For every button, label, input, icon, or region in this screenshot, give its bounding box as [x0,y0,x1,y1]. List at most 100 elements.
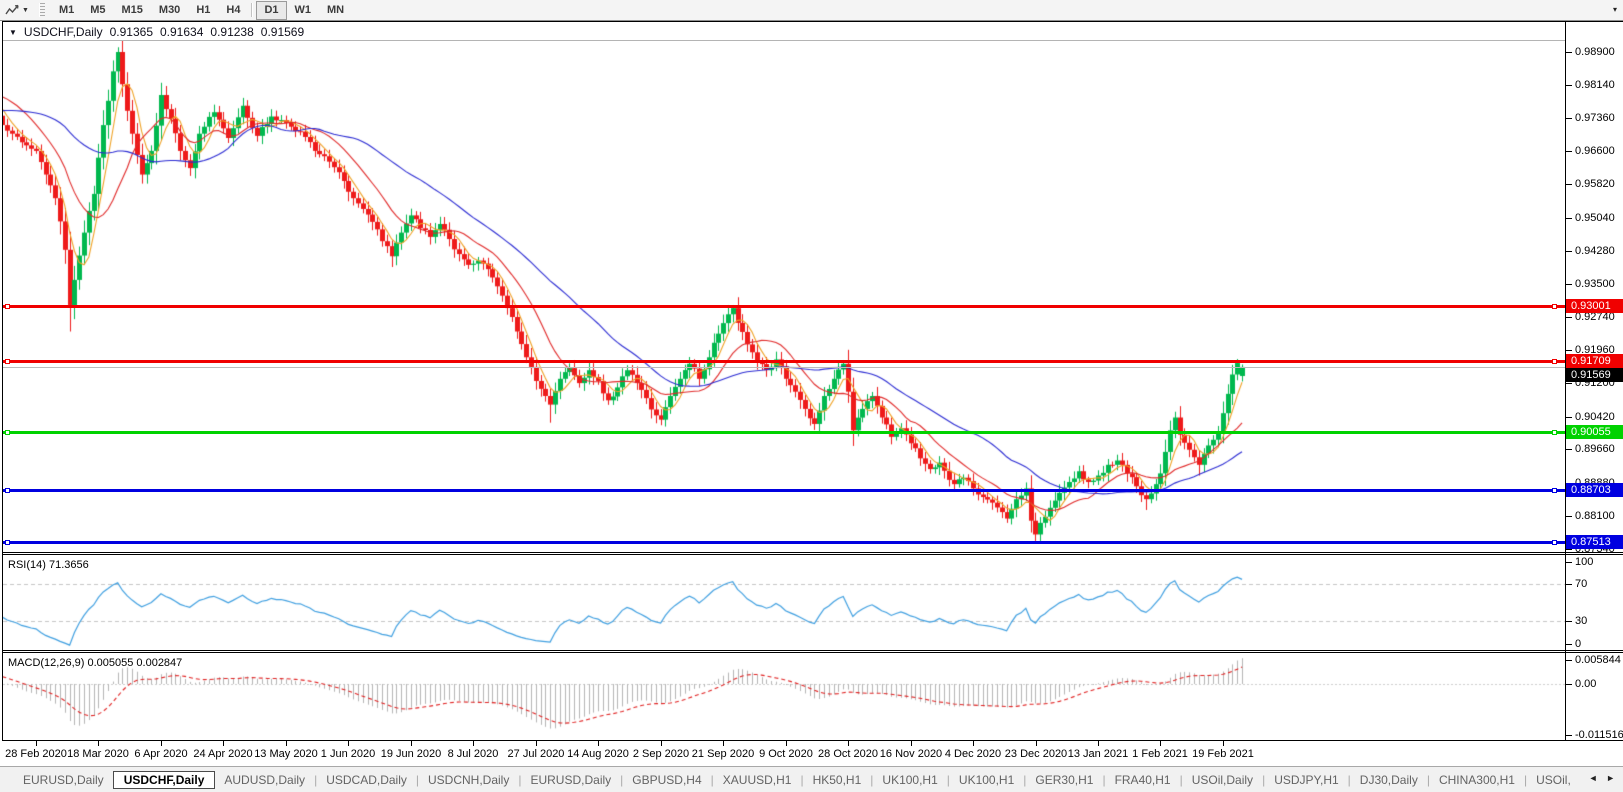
axis-tick [1566,516,1572,517]
title-high: 0.91634 [160,25,204,39]
chart-tab-bar: EURUSD,Daily USDCHF,Daily AUDUSD,Daily | USD… [0,766,1623,792]
date-tick [36,741,37,746]
title-symbol: USDCHF,Daily [23,25,103,39]
tab-separator: | [620,772,624,787]
date-label: 19 Feb 2021 [1192,748,1254,760]
level-line-087513-handle[interactable] [1552,540,1557,545]
axis-tick [1566,184,1572,185]
level-line-087513[interactable] [3,541,1565,544]
timeframe-button-m30[interactable]: M30 [158,3,181,16]
bottom-tab-audusd-daily[interactable]: AUDUSD,Daily [224,772,306,787]
date-tick [98,741,99,746]
bottom-tab-gbpusd-h4[interactable]: GBPUSD,H4 [632,772,702,787]
timeframe-button-d1[interactable]: D1 [256,0,287,20]
date-label: 18 Mar 2020 [67,748,129,760]
level-line-087513-handle[interactable] [5,540,10,545]
title-collapse-icon[interactable]: ▼ [9,28,17,37]
bottom-tab-ger30-h1[interactable]: GER30,H1 [1035,772,1094,787]
bottom-tab-usoil-[interactable]: USOil, [1536,772,1571,787]
level-line-091709-handle[interactable] [5,359,10,364]
date-label: 2 Sep 2020 [632,748,690,760]
level-line-090055-handle[interactable] [1552,430,1557,435]
level-line-088703[interactable] [3,489,1565,492]
axis-tick [1566,151,1572,152]
date-label: 19 Jun 2020 [380,748,442,760]
level-line-093001-handle[interactable] [1552,304,1557,309]
date-label: 24 Apr 2020 [193,748,253,760]
toolbar-overflow-icon[interactable]: ▾ [1612,5,1617,14]
panel-separator[interactable] [2,652,1623,653]
level-line-091709[interactable] [3,360,1565,363]
tab-separator: | [415,772,419,787]
timeframe-button-m15[interactable]: M15 [121,3,143,16]
date-tick [1160,741,1161,746]
timeframe-button-m1[interactable]: M1 [58,3,75,16]
date-label: 13 May 2020 [254,748,318,760]
price-axis-label: 0.95820 [1575,178,1615,190]
timeframe-button-mn[interactable]: MN [327,3,345,16]
tab-scroll-arrows[interactable]: ◄ ► [1588,773,1618,783]
rsi-label: RSI(14) 71.3656 [8,559,89,571]
price-chart-canvas[interactable] [3,41,1565,740]
level-line-090055[interactable] [3,431,1565,434]
window-border-bottom [2,740,1623,741]
price-axis-label: 0.97360 [1575,112,1615,124]
title-low: 0.91238 [210,25,254,39]
panel-separator[interactable] [2,554,1623,555]
panel-separator[interactable] [2,552,1623,553]
axis-tick [1566,660,1572,661]
date-tick [536,741,537,746]
bottom-tab-usdjpy-h1[interactable]: USDJPY,H1 [1274,772,1339,787]
tab-separator: | [870,772,874,787]
date-tick [848,741,849,746]
bottom-tab-hk50-h1[interactable]: HK50,H1 [812,772,862,787]
macd-axis-label: 0.00 [1575,678,1597,690]
bottom-tab-uk100-h1[interactable]: UK100,H1 [958,772,1015,787]
bottom-tab-eurusd-daily[interactable]: EURUSD,Daily [23,772,104,787]
axis-tick [1566,584,1572,585]
bottom-tab-usdcnh-daily[interactable]: USDCNH,Daily [428,772,510,787]
bottom-tab-usdcad-daily[interactable]: USDCAD,Daily [326,772,407,787]
macd-axis-label: 0.005844 [1575,654,1621,666]
tab-separator: | [518,772,522,787]
level-badge: 0.91709 [1566,354,1623,368]
price-axis-label: 0.96600 [1575,145,1615,157]
date-tick [161,741,162,746]
tab-separator: | [1023,772,1027,787]
bottom-tab-dj30-daily[interactable]: DJ30,Daily [1359,772,1418,787]
bottom-tab-uk100-h1[interactable]: UK100,H1 [882,772,938,787]
level-line-088703-handle[interactable] [5,488,10,493]
timeframe-button-m5[interactable]: M5 [90,3,106,16]
axis-tick [1566,417,1572,418]
date-tick [786,741,787,746]
panel-separator[interactable] [2,650,1623,651]
level-line-090055-handle[interactable] [5,430,10,435]
date-label: 16 Nov 2020 [879,748,943,760]
chart-tool-icon[interactable] [3,2,21,18]
level-line-088703-handle[interactable] [1552,488,1557,493]
axis-tick [1566,684,1572,685]
timeframe-button-w1[interactable]: W1 [294,3,312,16]
tab-separator: | [314,772,318,787]
date-tick [1223,741,1224,746]
toolbar-grip[interactable] [38,3,45,17]
level-badge: 0.93001 [1566,299,1623,313]
bottom-tab-usoil-daily[interactable]: USOil,Daily [1191,772,1254,787]
bottom-tab-usdchf-daily[interactable]: USDCHF,Daily [112,770,216,789]
date-label: 27 Jul 2020 [507,748,565,760]
tab-separator: | [1102,772,1106,787]
bottom-tab-china300-h1[interactable]: CHINA300,H1 [1438,772,1515,787]
bottom-tab-xauusd-h1[interactable]: XAUUSD,H1 [722,772,792,787]
timeframe-button-h1[interactable]: H1 [196,3,211,16]
axis-tick [1566,85,1572,86]
bottom-tab-fra40-h1[interactable]: FRA40,H1 [1114,772,1171,787]
level-line-093001-handle[interactable] [5,304,10,309]
timeframe-button-h4[interactable]: H4 [226,3,241,16]
date-tick [411,741,412,746]
level-line-093001[interactable] [3,305,1565,308]
bottom-tab-eurusd-daily[interactable]: EURUSD,Daily [530,772,612,787]
chevron-down-icon[interactable]: ▼ [22,6,29,14]
date-label: 8 Jul 2020 [447,748,499,760]
date-label: 21 Sep 2020 [691,748,755,760]
level-line-091709-handle[interactable] [1552,359,1557,364]
